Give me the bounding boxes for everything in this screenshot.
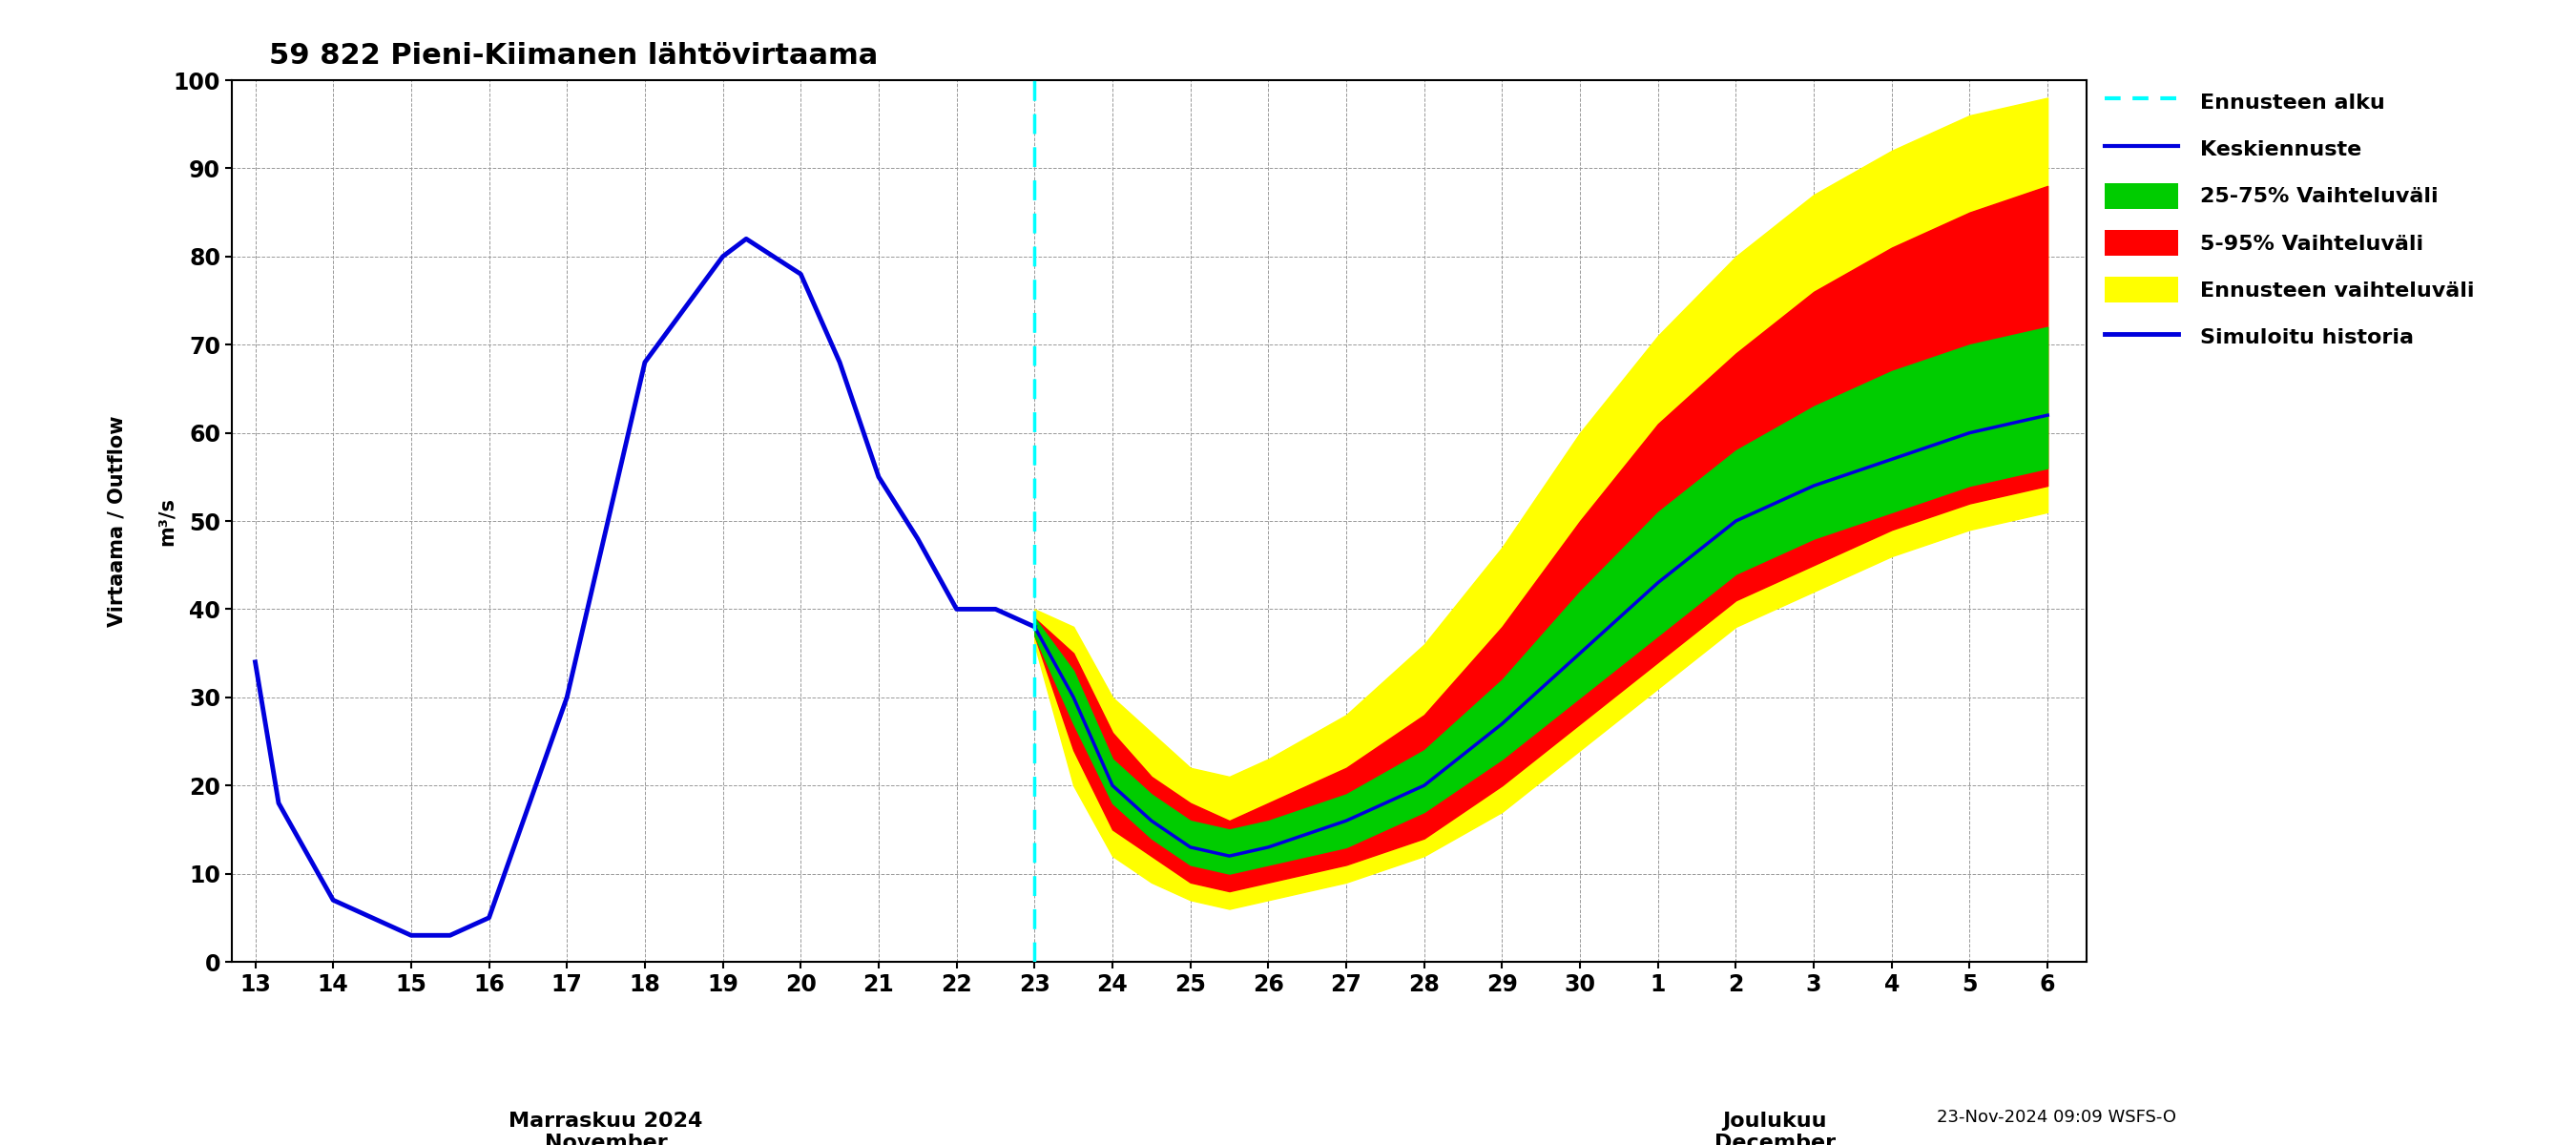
Text: m³/s: m³/s — [157, 497, 178, 545]
Legend: Ennusteen alku, Keskiennuste, 25-75% Vaihteluväli, 5-95% Vaihteluväli, Ennusteen: Ennusteen alku, Keskiennuste, 25-75% Vai… — [2097, 80, 2483, 358]
Text: 59 822 Pieni-Kiimanen lähtövirtaama: 59 822 Pieni-Kiimanen lähtövirtaama — [268, 42, 878, 70]
Text: Virtaama / Outflow: Virtaama / Outflow — [108, 416, 126, 626]
Text: Marraskuu 2024
November: Marraskuu 2024 November — [510, 1112, 703, 1145]
Text: Joulukuu
December: Joulukuu December — [1713, 1112, 1837, 1145]
Text: 23-Nov-2024 09:09 WSFS-O: 23-Nov-2024 09:09 WSFS-O — [1937, 1108, 2177, 1126]
